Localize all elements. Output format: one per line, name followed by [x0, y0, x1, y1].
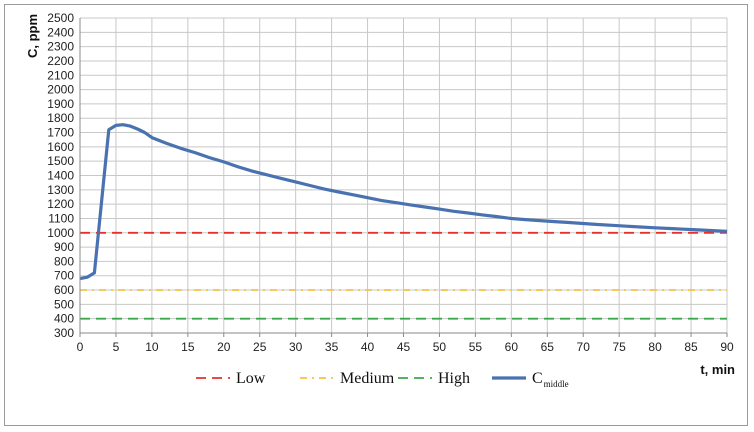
y-tick-label: 500 [54, 297, 74, 311]
y-tick-label: 600 [54, 283, 74, 297]
y-tick-label: 1900 [47, 97, 74, 111]
chart-frame [4, 4, 748, 426]
y-tick-label: 2100 [47, 68, 74, 82]
y-tick-label: 2300 [47, 40, 74, 54]
x-tick-label: 35 [325, 340, 339, 354]
y-tick-label: 900 [54, 240, 74, 254]
x-tick-label: 60 [505, 340, 519, 354]
x-tick-label: 10 [145, 340, 159, 354]
x-tick-label: 70 [577, 340, 591, 354]
x-tick-label: 80 [648, 340, 662, 354]
x-axis-title: t, min [700, 362, 735, 377]
legend-label-high: High [438, 370, 470, 387]
legend-subscript: middle [544, 379, 569, 389]
x-tick-label: 20 [217, 340, 231, 354]
grid-lines [79, 17, 728, 334]
y-tick-label: 1300 [47, 183, 74, 197]
y-tick-label: 1800 [47, 111, 74, 125]
x-tick-label: 90 [720, 340, 734, 354]
x-tick-label: 45 [397, 340, 411, 354]
x-tick-label: 55 [469, 340, 483, 354]
y-tick-label: 1100 [48, 211, 74, 225]
legend-label-medium: Medium [340, 370, 395, 387]
x-tick-label: 40 [361, 340, 375, 354]
x-tick-label: 30 [289, 340, 303, 354]
y-tick-label: 800 [54, 254, 74, 268]
y-tick-label: 1700 [47, 126, 74, 140]
legend-label-c: C [532, 370, 543, 387]
y-tick-label: 400 [54, 312, 74, 326]
series-line-c [79, 123, 728, 281]
x-tick-label: 85 [684, 340, 698, 354]
x-tick-label: 75 [612, 340, 626, 354]
axes-layer: 3004005006007008009001000110012001300140… [47, 11, 734, 354]
y-tick-label: 2200 [47, 54, 74, 68]
y-tick-label: 2000 [47, 83, 74, 97]
series-layer [79, 123, 728, 320]
y-tick-label: 1400 [47, 169, 74, 183]
x-tick-label: 65 [541, 340, 555, 354]
x-tick-label: 25 [253, 340, 267, 354]
y-tick-label: 700 [54, 269, 74, 283]
legend-label-low: Low [236, 370, 266, 387]
x-tick-label: 50 [433, 340, 447, 354]
y-tick-label: 2500 [47, 11, 74, 25]
y-tick-label: 1200 [47, 197, 74, 211]
y-tick-label: 1000 [47, 226, 74, 240]
x-tick-label: 5 [113, 340, 120, 354]
y-tick-label: 1500 [47, 154, 74, 168]
y-tick-label: 1600 [47, 140, 74, 154]
y-tick-label: 300 [54, 326, 74, 340]
y-tick-label: 2400 [47, 25, 74, 39]
y-axis-title: C, ppm [25, 14, 40, 58]
x-tick-label: 15 [181, 340, 195, 354]
x-tick-label: 0 [77, 340, 84, 354]
